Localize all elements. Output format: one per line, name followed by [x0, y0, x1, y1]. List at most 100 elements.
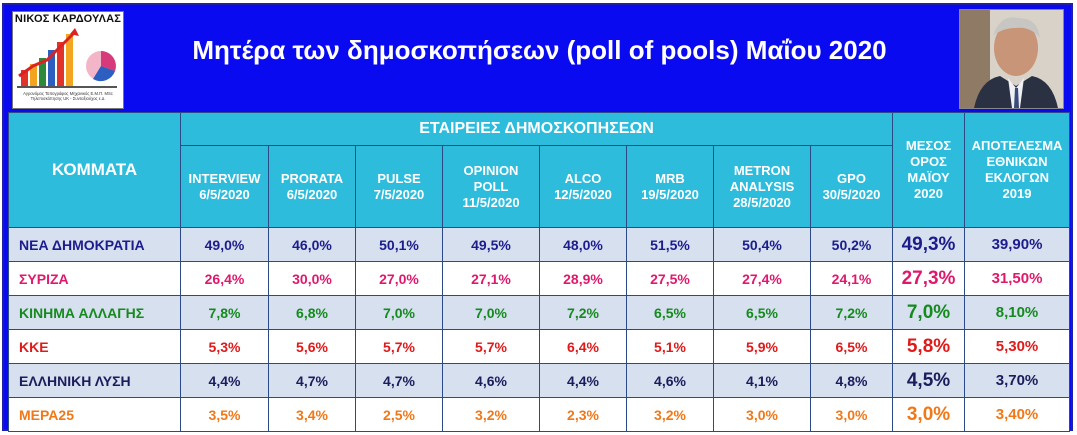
poll-value-cell: 50,4% — [713, 227, 811, 262]
polls-table-wrapper: ΚΟΜΜΑΤΑ ΕΤΑΙΡΕΙΕΣ ΔΗΜΟΣΚΟΠΗΣΕΩΝ ΜΕΣΟΣ ΟΡ… — [8, 112, 1071, 432]
table-row: ΜΕΡΑ25 3,5% 3,4% 2,5% 3,2% 2,3% 3,2% 3,0% 3,0% 3,… — [8, 397, 1071, 432]
poll-value-cell: 4,6% — [626, 363, 714, 398]
result-header-line: ΑΠΟΤΕΛΕΣΜΑ — [971, 138, 1063, 153]
poll-value-cell: 3,4% — [268, 397, 356, 432]
party-name: ΜΕΡΑ25 — [8, 397, 181, 432]
election-result-cell: 31,50% — [964, 261, 1071, 296]
poll-value-cell: 5,1% — [626, 329, 714, 364]
poll-value-cell: 28,9% — [539, 261, 627, 296]
poll-value-cell: 6,5% — [713, 295, 811, 330]
result-header: ΑΠΟΤΕΛΕΣΜΑ ΕΘΝΙΚΩΝ ΕΚΛΟΓΩΝ 2019 — [964, 112, 1071, 228]
table-row: ΝΕΑ ΔΗΜΟΚΡΑΤΙΑ 49,0% 46,0% 50,1% 49,5% 48,0% 5… — [8, 227, 1071, 262]
pollster-date: 6/5/2020 — [286, 186, 338, 202]
poll-value-cell: 6,8% — [268, 295, 356, 330]
page-title: Μητέρα των δημοσκοπήσεων (poll of pools)… — [192, 35, 887, 65]
poll-value-cell: 4,8% — [809, 363, 894, 398]
poll-value-cell: 5,7% — [442, 329, 540, 364]
poll-value-cell: 49,0% — [180, 227, 269, 262]
portrait-icon — [960, 10, 1063, 108]
party-name: ΚΚΕ — [8, 329, 181, 364]
pollster-gpo: GPO 30/5/2020 — [809, 145, 894, 228]
poll-value-cell: 3,0% — [809, 397, 894, 432]
poll-value-cell: 5,6% — [268, 329, 356, 364]
poll-value-cell: 7,8% — [180, 295, 269, 330]
election-result-cell: 8,10% — [964, 295, 1071, 330]
poll-value-cell: 2,5% — [355, 397, 443, 432]
poll-value-cell: 46,0% — [268, 227, 356, 262]
average-value-cell: 49,3% — [892, 227, 966, 262]
party-name: ΣΥΡΙΖΑ — [8, 261, 181, 296]
pollster-name: GPO — [837, 170, 866, 186]
poll-value-cell: 6,5% — [809, 329, 894, 364]
pollster-opinion-poll: OPINION POLL 11/5/2020 — [442, 145, 540, 228]
election-result-cell: 3,40% — [964, 397, 1071, 432]
poll-value-cell: 7,0% — [442, 295, 540, 330]
poll-value-cell: 51,5% — [626, 227, 714, 262]
poll-value-cell: 4,7% — [355, 363, 443, 398]
average-header-line: ΜΑΪΟΥ — [907, 170, 950, 185]
pollster-mrb: MRB 19/5/2020 — [626, 145, 714, 228]
poll-value-cell: 3,2% — [442, 397, 540, 432]
logo-name: ΝΙΚΟΣ ΚΑΡΔΟΥΛΑΣ — [14, 13, 122, 25]
average-header-line: ΜΕΣΟΣ — [905, 138, 952, 153]
polls-table: ΚΟΜΜΑΤΑ ΕΤΑΙΡΕΙΕΣ ΔΗΜΟΣΚΟΠΗΣΕΩΝ ΜΕΣΟΣ ΟΡ… — [8, 112, 1071, 432]
poll-value-cell: 24,1% — [809, 261, 894, 296]
poll-value-cell: 4,7% — [268, 363, 356, 398]
poll-value-cell: 2,3% — [539, 397, 627, 432]
poll-value-cell: 4,1% — [713, 363, 811, 398]
poll-value-cell: 27,5% — [626, 261, 714, 296]
companies-header: ΕΤΑΙΡΕΙΕΣ ΔΗΜΟΣΚΟΠΗΣΕΩΝ — [179, 112, 894, 146]
pollster-name: ALCO — [564, 170, 602, 186]
pollster-name: PULSE — [377, 170, 421, 186]
pollster-date: 19/5/2020 — [641, 186, 699, 202]
poll-value-cell: 3,0% — [713, 397, 811, 432]
result-header-line: 2019 — [1002, 186, 1032, 201]
average-value-cell: 3,0% — [892, 397, 966, 432]
pollster-date: 7/5/2020 — [373, 186, 425, 202]
poll-value-cell: 27,4% — [713, 261, 811, 296]
author-logo: ΝΙΚΟΣ ΚΑΡΔΟΥΛΑΣ Αγρονόμος Τοπογράφος Μηχ… — [12, 11, 124, 109]
poll-value-cell: 48,0% — [539, 227, 627, 262]
table-row: ΚΙΝΗΜΑ ΑΛΛΑΓΗΣ 7,8% 6,8% 7,0% 7,0% 7,2% 6,5% 6,… — [8, 295, 1071, 330]
polls-table-body: ΝΕΑ ΔΗΜΟΚΡΑΤΙΑ 49,0% 46,0% 50,1% 49,5% 48,0% 5… — [8, 227, 1071, 432]
pollster-date: 6/5/2020 — [199, 186, 250, 202]
pollster-name: ANALYSIS — [729, 178, 795, 194]
pollster-pulse: PULSE 7/5/2020 — [355, 145, 443, 228]
average-header-line: 2020 — [914, 186, 943, 201]
average-value-cell: 7,0% — [892, 295, 966, 330]
poll-value-cell: 7,2% — [539, 295, 627, 330]
poll-value-cell: 7,0% — [355, 295, 443, 330]
pollster-name: POLL — [473, 178, 509, 194]
party-name: ΝΕΑ ΔΗΜΟΚΡΑΤΙΑ — [8, 227, 181, 262]
party-name: ΕΛΛΗΝΙΚΗ ΛΥΣΗ — [8, 363, 181, 398]
pollster-name: OPINION — [463, 162, 519, 178]
pollster-prorata: PRORATA 6/5/2020 — [268, 145, 356, 228]
poll-value-cell: 49,5% — [442, 227, 540, 262]
table-row: ΕΛΛΗΝΙΚΗ ΛΥΣΗ 4,4% 4,7% 4,7% 4,6% 4,4% 4,6% 4,1… — [8, 363, 1071, 398]
poll-value-cell: 6,4% — [539, 329, 627, 364]
pollster-interview: INTERVIEW 6/5/2020 — [180, 145, 269, 228]
poll-value-cell: 4,6% — [442, 363, 540, 398]
table-row: ΣΥΡΙΖΑ 26,4% 30,0% 27,0% 27,1% 28,9% 27,5% 27,4… — [8, 261, 1071, 296]
average-header-line: ΟΡΟΣ — [910, 154, 947, 169]
election-result-cell: 5,30% — [964, 329, 1071, 364]
poll-value-cell: 6,5% — [626, 295, 714, 330]
average-value-cell: 5,8% — [892, 329, 966, 364]
pollster-name: INTERVIEW — [188, 170, 261, 186]
poll-value-cell: 50,2% — [809, 227, 894, 262]
result-header-line: ΕΘΝΙΚΩΝ — [986, 154, 1048, 169]
poll-value-cell: 5,9% — [713, 329, 811, 364]
poll-value-cell: 4,4% — [180, 363, 269, 398]
bar-chart-logo-icon — [17, 28, 117, 88]
pollster-date: 30/5/2020 — [822, 186, 881, 202]
poll-value-cell: 3,2% — [626, 397, 714, 432]
table-row: ΚΚΕ 5,3% 5,6% 5,7% 5,7% 6,4% 5,1% 5,9% 6,5% 5,8% 5… — [8, 329, 1071, 364]
pollster-alco: ALCO 12/5/2020 — [539, 145, 627, 228]
pollster-name: MRB — [655, 170, 685, 186]
poll-value-cell: 50,1% — [355, 227, 443, 262]
poll-value-cell: 5,3% — [180, 329, 269, 364]
poll-value-cell: 3,5% — [180, 397, 269, 432]
poll-value-cell: 5,7% — [355, 329, 443, 364]
poll-panel: ΝΙΚΟΣ ΚΑΡΔΟΥΛΑΣ Αγρονόμος Τοπογράφος Μηχ… — [2, 3, 1073, 432]
pollster-date: 11/5/2020 — [462, 194, 520, 210]
